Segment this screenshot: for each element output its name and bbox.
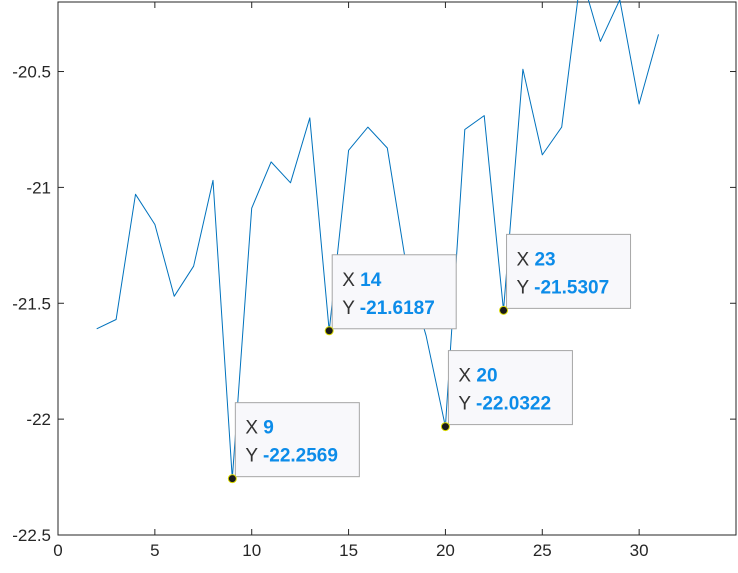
datatip[interactable]: X 9Y -22.2569 (227, 402, 360, 484)
data-point (308, 116, 312, 120)
x-tick-label: 5 (150, 541, 159, 560)
y-tick-label: -22 (26, 410, 51, 429)
data-point (424, 334, 428, 338)
x-tick-label: 30 (630, 541, 649, 560)
datatip-x-key: X (517, 249, 535, 270)
datatip[interactable]: X 14Y -21.6187 (324, 254, 457, 336)
datatip-box (447, 350, 573, 426)
datatip-marker[interactable] (440, 422, 450, 432)
datatip-y-key: Y (458, 394, 476, 415)
datatip-x-row: X 14 (342, 270, 382, 291)
datatip-y-row: Y -21.5307 (517, 277, 610, 298)
datatip-marker[interactable] (499, 305, 509, 315)
data-point (618, 0, 622, 2)
data-point (250, 206, 254, 210)
x-tick-label: 10 (242, 541, 261, 560)
datatip-box (506, 233, 632, 309)
datatip-x-key: X (245, 418, 263, 439)
datatip-x-value: 9 (263, 418, 274, 439)
datatip-box (331, 254, 457, 330)
data-point (657, 32, 661, 36)
datatip[interactable]: X 23 Y -21.5307 (499, 233, 632, 315)
x-tick-label: 0 (53, 541, 62, 560)
datatip-y-value: -22.2569 (263, 446, 338, 467)
data-point (385, 146, 389, 150)
datatip-y-row: Y -22.2569 (245, 446, 338, 467)
datatip-x-key: X (458, 366, 476, 387)
data-point (288, 181, 292, 185)
datatip-x-value: 23 (534, 249, 555, 270)
series-layer (95, 0, 661, 480)
y-tick-label: -21 (26, 178, 51, 197)
datatip-box (234, 402, 360, 478)
datatip-x-row: X 20 (458, 366, 497, 387)
datatip-marker[interactable] (324, 326, 334, 336)
data-point (463, 127, 467, 131)
datatip-y-value: -22.0322 (476, 394, 551, 415)
datatip-y-key: Y (342, 298, 360, 319)
datatip-x-value: 20 (476, 366, 497, 387)
datatip[interactable]: X 20Y -22.0322 (440, 350, 573, 432)
datatip-y-key: Y (245, 446, 263, 467)
y-tick-label: -22.5 (12, 526, 51, 545)
data-point (366, 125, 370, 129)
data-point (211, 178, 215, 182)
datatip-y-row: Y -21.6187 (342, 298, 435, 319)
data-point (153, 222, 157, 226)
datatip-x-row: X 23 (517, 249, 556, 270)
data-point (540, 153, 544, 157)
data-point (598, 39, 602, 43)
data-point (560, 125, 564, 129)
datatip-x-row: X 9 (245, 418, 274, 439)
datatip-y-value: -21.5307 (534, 277, 609, 298)
datatip-y-row: Y -22.0322 (458, 394, 551, 415)
x-tick-label: 20 (436, 541, 455, 560)
data-point (95, 327, 99, 331)
data-point (133, 192, 137, 196)
data-point (172, 294, 176, 298)
datatip-x-key: X (342, 270, 360, 291)
datatip-x-value: 14 (360, 270, 382, 291)
data-point (269, 160, 273, 164)
datatip-y-value: -21.6187 (360, 298, 435, 319)
data-point (347, 148, 351, 152)
y-tick-label: -21.5 (12, 294, 51, 313)
y-tick-label: -20.5 (12, 63, 51, 82)
x-tick-label: 25 (533, 541, 552, 560)
datatip-marker[interactable] (227, 474, 237, 484)
data-point (192, 264, 196, 268)
data-point (637, 102, 641, 106)
series-line (96, 0, 659, 480)
datatip-y-key: Y (517, 277, 535, 298)
data-point (482, 114, 486, 118)
data-point (114, 317, 118, 321)
data-point (521, 67, 525, 71)
x-tick-label: 15 (339, 541, 358, 560)
